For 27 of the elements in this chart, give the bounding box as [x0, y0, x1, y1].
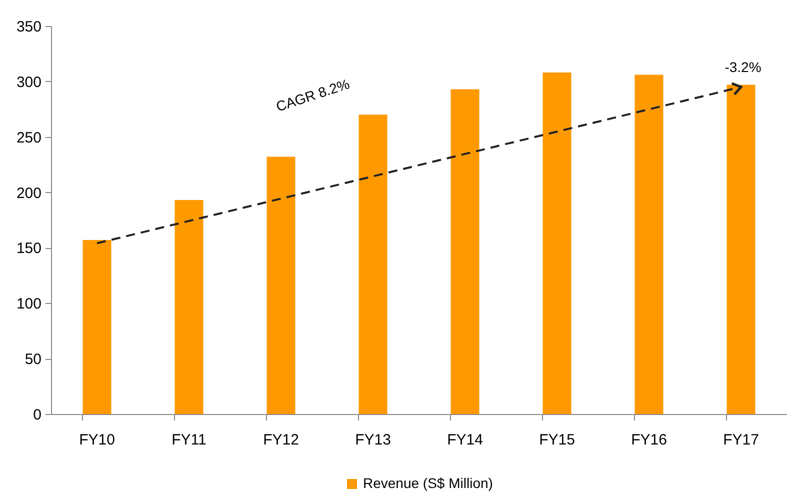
- legend-label: Revenue (S$ Million): [363, 475, 493, 491]
- bar: [266, 156, 296, 414]
- bar: [450, 89, 480, 414]
- x-tick-label: FY12: [263, 432, 299, 448]
- y-tick-label: 300: [16, 74, 42, 91]
- bar: [634, 74, 664, 414]
- bar: [542, 72, 572, 414]
- y-tick-label: 350: [16, 18, 42, 36]
- x-tick-label: FY15: [539, 432, 575, 448]
- x-tick-label: FY10: [79, 432, 115, 448]
- y-tick-label: 250: [16, 129, 42, 146]
- x-tick-label: FY11: [172, 432, 206, 448]
- y-tick-label: 200: [16, 184, 42, 202]
- x-tick-label: FY14: [447, 432, 483, 448]
- bar: [358, 114, 388, 414]
- y-tick-label: 150: [16, 240, 42, 258]
- bar: [726, 84, 756, 414]
- y-tick-label: 100: [16, 296, 42, 313]
- y-tick-label: 0: [33, 406, 42, 424]
- bar: [82, 240, 112, 414]
- annotation: CAGR 8.2%: [274, 76, 352, 114]
- bar: [174, 200, 204, 414]
- y-tick-label: 50: [24, 351, 42, 368]
- annotation: -3.2%: [724, 59, 762, 75]
- x-tick-label: FY16: [631, 432, 667, 448]
- x-tick-label: FY13: [355, 432, 391, 448]
- x-tick-label: FY17: [723, 432, 759, 448]
